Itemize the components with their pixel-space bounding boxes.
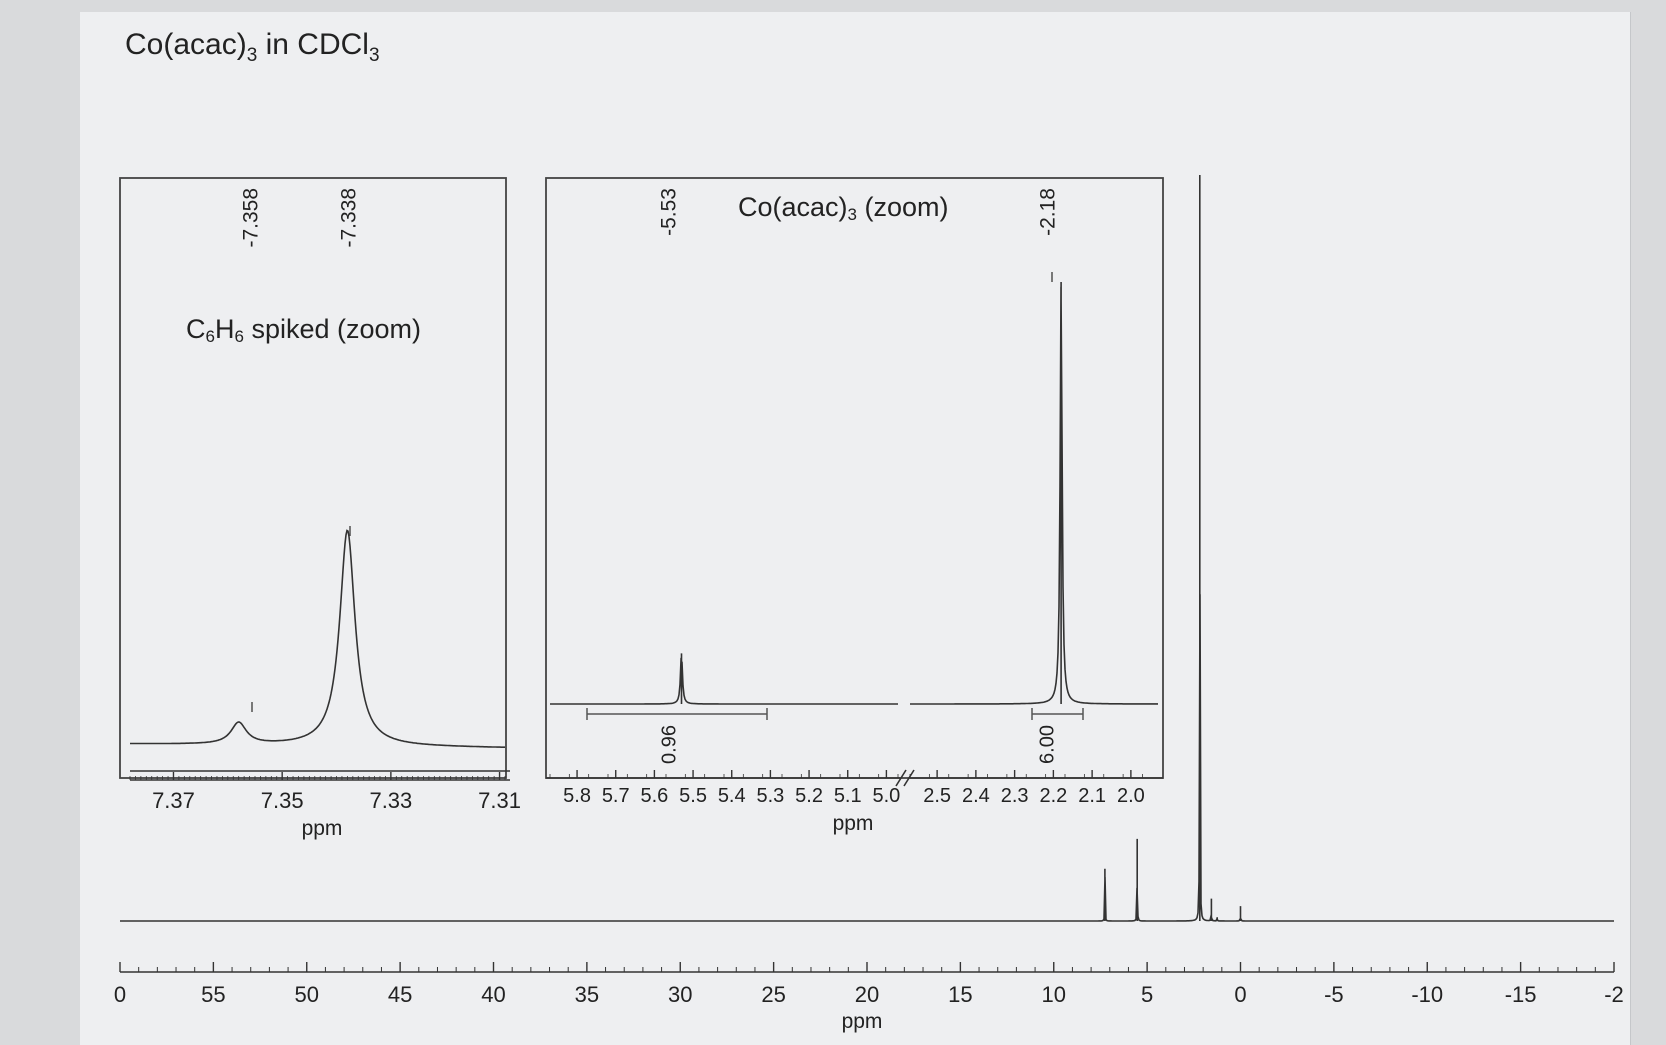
- acac-inset-title: Co(acac)3 (zoom): [738, 192, 949, 224]
- title-text-b: in CDCl: [257, 28, 369, 61]
- benzene-tick-label: 7.33: [369, 788, 412, 813]
- main-tick-label: 25: [761, 982, 785, 1007]
- inset-acac: 5.8 5.7 5.6 5.5 5.4 5.3 5.2 5.1 5.0 2.5 2.4 2.3 2.2 2…: [545, 177, 1164, 835]
- acac-tick-label: 5.5: [679, 785, 707, 807]
- main-title: Co(acac)3 in CDCl3: [125, 28, 380, 67]
- benzene-spectrum-line: [130, 529, 505, 748]
- main-tick-label: -2: [1604, 982, 1624, 1007]
- acac-tick-label: 5.4: [718, 785, 746, 807]
- acac-peak-label-553: -5.53: [658, 188, 681, 236]
- title-sub-b: 3: [368, 45, 380, 66]
- main-ticks: 0 55 50 45 40 35 30 25 20 15 10 5 0 -5 -10 -15 -2: [114, 962, 1624, 1007]
- benzene-title-b: H: [215, 314, 235, 344]
- acac-peak-label-218: -2.18: [1037, 188, 1060, 236]
- acac-tick-label: 5.7: [602, 785, 630, 807]
- main-tick-label: 45: [388, 982, 412, 1007]
- acac-xlabel: ppm: [833, 812, 874, 835]
- main-spectrum: 0 55 50 45 40 35 30 25 20 15 10 5 0 -5 -10 -15 -2 ppm: [114, 175, 1624, 1033]
- benzene-peak-label-7338: -7.338: [338, 188, 361, 248]
- acac-tick-label: 5.0: [872, 785, 900, 807]
- benzene-title-a-sub: 6: [206, 327, 215, 346]
- main-tick-label: 55: [201, 982, 225, 1007]
- integral-bar-553: [586, 708, 768, 720]
- benzene-title-c: spiked (zoom): [244, 314, 421, 344]
- benzene-title-b-sub: 6: [234, 327, 243, 346]
- main-tick-label: 5: [1141, 982, 1153, 1007]
- inset-acac-frame: [545, 177, 1164, 779]
- acac-title-b: (zoom): [857, 192, 949, 222]
- acac-tick-label: 2.0: [1117, 785, 1145, 807]
- acac-tick-label: 5.1: [834, 785, 862, 807]
- main-tick-label: 20: [855, 982, 879, 1007]
- main-tick-label: 30: [668, 982, 692, 1007]
- main-tick-label: 50: [295, 982, 319, 1007]
- inset-benzene: 7.37 7.35 7.33 7.31 ppm C6H6 spiked (zoom) …: [119, 177, 521, 840]
- benzene-tick-label: 7.35: [261, 788, 304, 813]
- acac-ticks: 5.8 5.7 5.6 5.5 5.4 5.3 5.2 5.1 5.0 2.5 2.4 2.3 2.2 2…: [549, 770, 1145, 807]
- integral-value-553: 0.96: [658, 725, 680, 764]
- acac-spectrum-line-right: [910, 282, 1158, 705]
- title-text-a: Co(acac): [125, 28, 247, 61]
- main-xlabel: ppm: [842, 1010, 883, 1033]
- acac-spectrum-line-left: [550, 653, 898, 705]
- acac-tick-label: 5.3: [756, 785, 784, 807]
- main-tick-label: -5: [1324, 982, 1344, 1007]
- main-spectrum-line: [120, 175, 1614, 922]
- main-tick-label: 0: [114, 982, 126, 1007]
- main-tick-label: 15: [948, 982, 972, 1007]
- main-tick-label: 35: [575, 982, 599, 1007]
- main-tick-label: -15: [1505, 982, 1537, 1007]
- benzene-tick-label: 7.37: [152, 788, 195, 813]
- integral-value-218: 6.00: [1036, 725, 1058, 764]
- acac-title-a: Co(acac): [738, 192, 848, 222]
- acac-tick-label: 2.1: [1078, 785, 1106, 807]
- main-tick-label: -10: [1411, 982, 1443, 1007]
- benzene-tick-label: 7.31: [478, 788, 521, 813]
- acac-tick-label: 2.4: [962, 785, 990, 807]
- acac-tick-label: 2.3: [1001, 785, 1029, 807]
- acac-tick-label: 5.8: [563, 785, 591, 807]
- benzene-title-a: C: [186, 314, 206, 344]
- main-tick-label: 0: [1234, 982, 1246, 1007]
- acac-tick-label: 2.5: [923, 785, 951, 807]
- acac-tick-label: 5.6: [640, 785, 668, 807]
- benzene-inset-title: C6H6 spiked (zoom): [186, 314, 421, 346]
- benzene-xlabel: ppm: [302, 817, 343, 840]
- acac-tick-label: 2.2: [1039, 785, 1067, 807]
- plot-paper: [80, 12, 1631, 1045]
- acac-tick-label: 5.2: [795, 785, 823, 807]
- main-tick-label: 10: [1042, 982, 1066, 1007]
- acac-title-a-sub: 3: [848, 205, 857, 224]
- title-sub-a: 3: [246, 45, 258, 66]
- benzene-peak-label-7358: -7.358: [240, 188, 263, 248]
- integral-bar-218: [1031, 708, 1084, 720]
- axis-break-mark: [895, 769, 915, 787]
- inset-benzene-frame: [119, 177, 507, 779]
- main-tick-label: 40: [481, 982, 505, 1007]
- benzene-ticks: 7.37 7.35 7.33 7.31: [129, 772, 521, 813]
